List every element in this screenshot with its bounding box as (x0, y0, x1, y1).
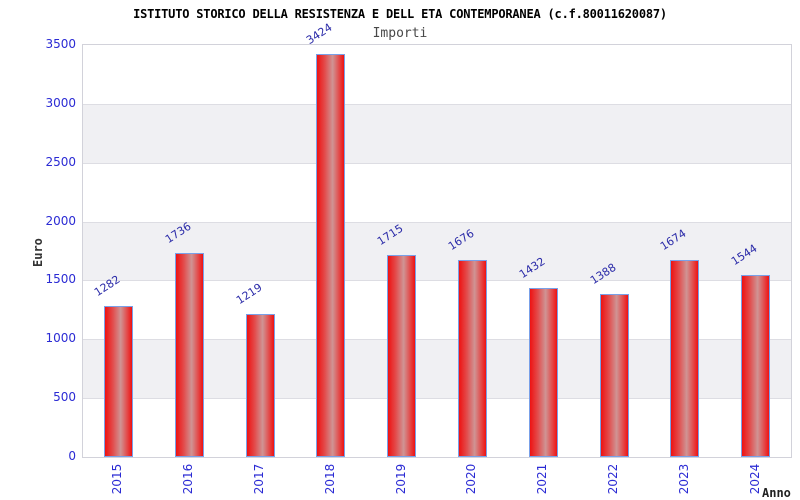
y-axis-tick-label: 0 (68, 449, 76, 463)
chart-subtitle: Importi (372, 26, 428, 41)
bar-2018 (316, 53, 346, 457)
bar-2022 (599, 293, 629, 457)
x-axis-tick-label: 2019 (393, 463, 408, 495)
y-axis-tick-label: 1500 (45, 272, 76, 287)
grid-band (83, 162, 791, 222)
y-axis-tick-label: 2000 (45, 213, 76, 228)
plot-area (82, 44, 792, 458)
bar-2017 (245, 313, 275, 457)
y-axis-title: Euro (31, 238, 45, 267)
x-axis-tick-label: 2022 (606, 463, 620, 495)
x-axis-tick-label: 2017 (252, 463, 266, 495)
y-axis-tick-label: 3000 (45, 95, 76, 110)
y-axis-tick-label: 1000 (45, 331, 76, 346)
bar-2016 (174, 252, 204, 457)
bar-2020 (457, 259, 487, 457)
x-axis-tick-label: 2021 (535, 463, 550, 495)
x-axis-title: Anno (762, 486, 791, 500)
x-axis-tick-label: 2020 (464, 463, 479, 495)
x-axis-tick-label: 2024 (747, 463, 762, 495)
bar-2015 (103, 306, 133, 457)
y-axis-tick-label: 500 (53, 390, 76, 405)
bar-2021 (528, 288, 558, 457)
bar-2019 (387, 255, 417, 457)
bar-2023 (670, 259, 700, 457)
chart-title: ISTITUTO STORICO DELLA RESISTENZA E DELL… (133, 7, 667, 21)
grid-band (83, 103, 791, 163)
x-axis-tick-label: 2015 (110, 463, 125, 495)
y-axis-tick-label: 2500 (45, 154, 76, 169)
bar-value-label: 3424 (304, 20, 335, 47)
x-axis-tick-label: 2016 (181, 463, 196, 495)
grid-band (83, 45, 791, 104)
x-axis-tick-label: 2023 (676, 463, 691, 495)
bar-2024 (741, 275, 771, 457)
y-axis-tick-label: 3500 (45, 37, 76, 51)
x-axis-tick-label: 2018 (322, 463, 337, 495)
